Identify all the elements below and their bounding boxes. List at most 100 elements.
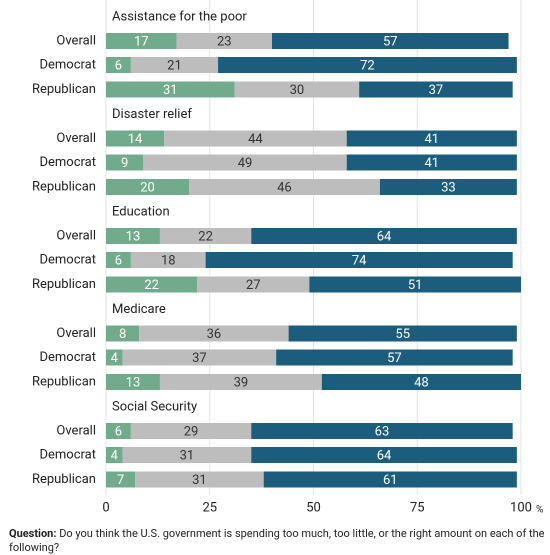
bar-segment (106, 57, 131, 73)
y-tick-label: Overall (56, 131, 96, 146)
value-label: 6 (115, 424, 122, 439)
bar-segment (218, 57, 517, 73)
bar-segment (106, 130, 165, 147)
y-tick-label: Overall (56, 326, 96, 341)
bar-segment (106, 471, 136, 488)
bar-segment (263, 471, 517, 488)
bar-segment (272, 33, 509, 49)
bar-segment (276, 349, 513, 366)
note-label: Question: (9, 527, 57, 540)
footnote: Question: Do you think the U.S. governme… (9, 527, 545, 555)
value-label: 72 (360, 58, 375, 73)
value-label: 57 (383, 34, 398, 49)
value-label: 55 (395, 327, 410, 342)
value-label: 22 (198, 229, 213, 244)
bar-segment (106, 81, 235, 98)
chart: 0 25 50 75 100 % Assistance for the poor Overal… (32, 0, 543, 516)
bar-segment (106, 154, 144, 171)
value-label: 41 (424, 156, 439, 171)
value-label: 48 (414, 375, 429, 390)
bar-segment (309, 276, 521, 293)
value-label: 64 (377, 229, 392, 244)
bar-segment (106, 252, 131, 268)
group-title: Medicare (112, 302, 166, 317)
value-label: 51 (408, 278, 423, 293)
bar-segment (159, 228, 252, 244)
bar-segment (106, 447, 123, 463)
y-tick-label: Overall (56, 423, 96, 438)
y-tick-label: Republican (32, 374, 96, 389)
value-label: 37 (429, 83, 444, 98)
bar-segment (164, 130, 347, 147)
value-label: 63 (375, 424, 390, 439)
y-tick-label: Republican (32, 472, 96, 487)
value-label: 22 (144, 278, 159, 293)
bar-segment (143, 154, 347, 171)
bar-segment (130, 57, 219, 73)
bar-segment (251, 447, 517, 463)
bar-segment (130, 252, 206, 268)
value-label: 31 (192, 473, 207, 488)
bar-segment (106, 423, 131, 439)
value-label: 4 (111, 448, 119, 463)
value-label: 31 (180, 448, 195, 463)
bar-segment (379, 179, 517, 195)
value-label: 13 (126, 375, 141, 390)
bar-segment (176, 33, 272, 49)
value-label: 74 (352, 253, 367, 268)
x-tick-label: 75 (410, 500, 425, 515)
value-label: 36 (207, 327, 222, 342)
value-label: 49 (238, 156, 253, 171)
bar-segment (135, 471, 264, 488)
group-title: Education (112, 204, 170, 219)
bar-segment (122, 349, 277, 366)
bar-segment (106, 374, 160, 390)
y-tick-label: Overall (56, 228, 96, 243)
y-tick-label: Republican (32, 179, 96, 194)
value-label: 44 (248, 132, 263, 147)
value-label: 39 (234, 375, 249, 390)
value-label: 31 (163, 83, 178, 98)
value-label: 9 (121, 156, 128, 171)
value-label: 30 (290, 83, 305, 98)
y-tick-label: Republican (32, 277, 96, 292)
value-label: 23 (217, 34, 232, 49)
value-label: 46 (277, 180, 292, 195)
bar-segment (346, 130, 517, 147)
bar-segment (234, 81, 360, 98)
value-label: 29 (184, 424, 199, 439)
value-label: 57 (387, 351, 402, 366)
bar-segment (159, 374, 322, 390)
group-title: Assistance for the poor (112, 9, 247, 24)
x-tick-label: 50 (306, 500, 321, 515)
y-tick-label: Democrat (39, 447, 96, 462)
bar-segment (106, 325, 140, 342)
value-label: 7 (117, 473, 124, 488)
bar-segment (106, 33, 177, 49)
value-label: 27 (246, 278, 261, 293)
x-tick-label: 0 (102, 500, 109, 515)
y-tick-label: Republican (32, 82, 96, 97)
bar-segment (346, 154, 517, 171)
y-tick-label: Democrat (39, 57, 96, 72)
bar-segment (288, 325, 517, 342)
bar-segment (130, 423, 252, 439)
value-label: 18 (161, 253, 176, 268)
x-unit: % (536, 505, 543, 516)
bar-segment (321, 374, 521, 390)
value-label: 21 (167, 58, 182, 73)
value-label: 6 (115, 253, 122, 268)
bar-segment (197, 276, 310, 293)
value-label: 14 (128, 132, 143, 147)
value-label: 4 (111, 351, 119, 366)
bar-segment (251, 228, 517, 244)
group-title: Social Security (112, 399, 197, 414)
value-label: 33 (441, 180, 456, 195)
bar-segment (189, 179, 380, 195)
y-tick-label: Democrat (39, 155, 96, 170)
value-label: 64 (377, 448, 392, 463)
value-label: 41 (424, 132, 439, 147)
value-label: 6 (115, 58, 122, 73)
bar-segment (106, 349, 123, 366)
x-tick-label: 25 (202, 500, 217, 515)
